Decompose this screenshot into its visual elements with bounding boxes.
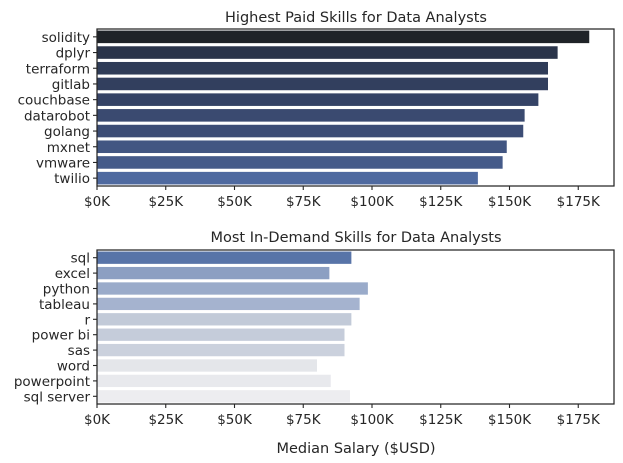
x-tick-label: $25K — [148, 412, 184, 428]
top-chart-panel: Highest Paid Skills for Data Analysts so… — [18, 10, 615, 210]
x-tick-label: $100K — [350, 412, 394, 428]
axes-frame — [96, 249, 615, 405]
bar-r — [97, 313, 352, 326]
x-tick-label: $0K — [84, 194, 111, 210]
bar-tableau — [97, 297, 360, 311]
x-tick-label: $100K — [350, 194, 394, 210]
bar-word — [97, 359, 317, 372]
bar-powerpoint — [97, 374, 331, 388]
x-tick-label: $50K — [217, 412, 253, 428]
bar-terraform — [97, 61, 548, 75]
y-tick-label: sql — [71, 251, 90, 267]
bar-sql-server — [97, 390, 350, 403]
x-tick-label: $50K — [217, 194, 253, 210]
y-tick-label: gitlab — [52, 77, 90, 93]
y-tick-label: vmware — [36, 155, 90, 171]
y-tick-label: word — [57, 359, 90, 375]
y-tick-label: mxnet — [47, 140, 90, 156]
bar-sas — [97, 343, 345, 357]
bar-couchbase — [97, 93, 539, 106]
y-tick-label: sas — [68, 343, 90, 359]
bar-golang — [97, 124, 524, 138]
bar-sql — [97, 251, 352, 264]
bar-mxnet — [97, 140, 507, 154]
x-tick-label: $150K — [488, 412, 532, 428]
y-tick-label: couchbase — [18, 93, 90, 109]
x-tick-label: $75K — [286, 194, 322, 210]
y-tick-label: r — [84, 312, 90, 328]
bar-excel — [97, 266, 330, 280]
bottom-chart-panel: Most In-Demand Skills for Data Analysts … — [14, 230, 615, 457]
x-tick-label: $0K — [84, 412, 111, 428]
y-tick-label: dplyr — [56, 46, 91, 62]
bar-python — [97, 282, 368, 295]
bar-gitlab — [97, 77, 548, 91]
x-tick-label: $175K — [557, 194, 601, 210]
bar-vmware — [97, 156, 503, 169]
bar-datarobot — [97, 109, 525, 122]
y-tick-label: terraform — [26, 61, 90, 77]
bar-solidity — [97, 30, 590, 44]
y-tick-label: python — [43, 282, 90, 298]
x-tick-label: $125K — [419, 412, 463, 428]
y-tick-label: excel — [55, 266, 90, 282]
x-tick-label: $25K — [148, 194, 184, 210]
y-tick-label: datarobot — [24, 108, 90, 124]
y-tick-label: twilio — [54, 171, 90, 187]
x-tick-label: $175K — [557, 412, 601, 428]
bar-power-bi — [97, 328, 345, 341]
x-axis-label: Median Salary ($USD) — [276, 441, 435, 457]
y-tick-label: sql server — [24, 389, 91, 405]
y-tick-label: tableau — [39, 297, 90, 313]
y-tick-label: golang — [44, 124, 90, 140]
chart-title: Most In-Demand Skills for Data Analysts — [210, 230, 501, 246]
axes-frame — [96, 28, 615, 187]
bar-dplyr — [97, 46, 558, 59]
x-tick-label: $125K — [419, 194, 463, 210]
y-tick-label: solidity — [42, 30, 90, 46]
y-tick-label: power bi — [32, 328, 90, 344]
x-tick-label: $150K — [488, 194, 532, 210]
y-tick-label: powerpoint — [14, 374, 90, 390]
chart-title: Highest Paid Skills for Data Analysts — [225, 10, 487, 26]
x-tick-label: $75K — [286, 412, 322, 428]
bar-twilio — [97, 171, 478, 185]
